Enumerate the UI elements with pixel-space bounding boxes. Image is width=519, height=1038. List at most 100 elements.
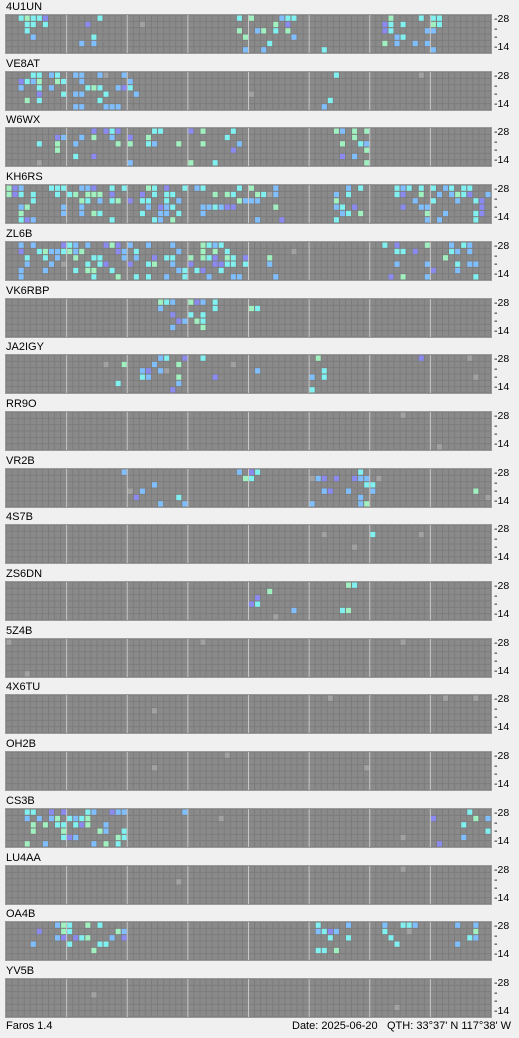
propagation-grid	[5, 184, 492, 225]
station-panel: OA4B -28- - -14	[0, 907, 519, 963]
propagation-grid-cells	[6, 298, 491, 337]
station-callsign: 4S7B	[6, 511, 33, 524]
station-panel: 4S7B -28- - -14	[0, 510, 519, 566]
band-label-14: -14	[494, 381, 510, 394]
propagation-grid	[5, 637, 492, 678]
band-label-28: -28	[494, 409, 510, 422]
propagation-grid-cells	[6, 752, 491, 791]
band-label-14: -14	[494, 891, 510, 904]
band-tick: -	[494, 484, 498, 497]
station-callsign: ZS6DN	[6, 568, 43, 580]
station-callsign: OH2B	[6, 738, 36, 751]
band-label-28: -28	[494, 466, 510, 479]
band-label-14: -14	[494, 664, 510, 677]
band-label-28: -28	[494, 239, 510, 252]
propagation-grid-cells	[6, 922, 491, 961]
station-callsign: KH6RS	[6, 171, 43, 184]
propagation-grid	[5, 921, 492, 962]
band-tick: -	[494, 533, 498, 546]
band-axis: -28- - -14	[494, 977, 519, 1020]
band-label-28: -28	[494, 636, 510, 649]
date-readout: Date: 2025-06-20	[292, 1020, 378, 1032]
propagation-grid-cells	[6, 582, 491, 620]
band-label-14: -14	[494, 154, 510, 167]
propagation-grid	[5, 864, 492, 905]
band-label-14: -14	[494, 948, 510, 961]
propagation-grid-cells	[6, 808, 491, 847]
band-tick: -	[494, 23, 498, 35]
propagation-grid-cells	[6, 978, 491, 1017]
qth-readout: QTH: 33°37' N 117°38' W	[387, 1020, 512, 1032]
band-label-14: -14	[494, 324, 510, 337]
band-tick: -	[494, 427, 498, 440]
propagation-grid	[5, 127, 492, 168]
propagation-grid	[5, 751, 492, 792]
station-callsign: VR2B	[6, 454, 35, 467]
band-tick: -	[494, 590, 498, 602]
station-panel: 5Z4B -28- - -14	[0, 624, 519, 680]
station-callsign: 4U1UN	[6, 1, 43, 13]
band-tick: -	[494, 816, 498, 829]
propagation-grid	[5, 467, 492, 508]
propagation-grid	[5, 14, 492, 54]
band-label-28: -28	[494, 183, 510, 196]
band-tick: -	[494, 79, 498, 92]
band-axis: -28- - -14	[494, 354, 519, 396]
propagation-grid	[5, 70, 492, 111]
propagation-grid-cells	[6, 185, 491, 224]
band-tick: -	[494, 249, 498, 262]
propagation-grid	[5, 240, 492, 281]
band-label-14: -14	[494, 608, 510, 620]
band-tick: -	[494, 31, 498, 43]
propagation-grid	[5, 297, 492, 338]
band-label-28: -28	[494, 920, 510, 933]
band-label-14: -14	[494, 1004, 510, 1017]
propagation-grid-cells	[6, 241, 491, 280]
station-callsign: 4X6TU	[6, 681, 41, 694]
band-label-28: -28	[494, 580, 510, 592]
band-label-14: -14	[494, 778, 510, 791]
station-panel: VK6RBP -28- - -14	[0, 284, 519, 340]
station-panel: LU4AA -28- - -14	[0, 851, 519, 907]
band-tick: -	[494, 930, 498, 943]
band-axis: -28- - -14	[494, 239, 519, 283]
station-callsign: JA2IGY	[6, 341, 44, 354]
band-label-14: -14	[494, 551, 510, 564]
band-tick: -	[494, 144, 498, 157]
band-label-28: -28	[494, 863, 510, 876]
propagation-grid-cells	[6, 411, 491, 450]
station-panel: OH2B -28- - -14	[0, 737, 519, 793]
station-callsign: 5Z4B	[6, 624, 33, 637]
band-axis: -28- - -14	[494, 127, 519, 169]
band-tick: -	[494, 711, 498, 724]
station-panel: VR2B -28- - -14	[0, 454, 519, 510]
band-axis: -28- - -14	[494, 636, 519, 680]
propagation-grid-cells	[6, 468, 491, 507]
band-axis: -28- - -14	[494, 466, 519, 510]
station-panel: KH6RS -28- - -14	[0, 170, 519, 226]
station-panel: CS3B -28- - -14	[0, 794, 519, 850]
propagation-grid-cells	[6, 525, 491, 564]
band-label-14: -14	[494, 721, 510, 734]
band-label-14: -14	[494, 267, 510, 280]
band-tick: -	[494, 201, 498, 214]
propagation-grid	[5, 581, 492, 621]
station-callsign: VE8AT	[6, 57, 41, 70]
propagation-grid-cells	[6, 71, 491, 110]
station-panel: YV5B -28- - -14	[0, 964, 519, 1020]
band-tick: -	[494, 363, 498, 376]
band-tick: -	[494, 419, 498, 432]
band-tick: -	[494, 873, 498, 886]
station-panel: VE8AT -28- - -14	[0, 57, 519, 113]
band-tick: -	[494, 994, 498, 1007]
band-tick: -	[494, 541, 498, 554]
app-version: Faros 1.4	[6, 1020, 53, 1032]
band-tick: -	[494, 314, 498, 327]
station-callsign: OA4B	[6, 908, 36, 921]
station-panel: RR9O -28- - -14	[0, 397, 519, 453]
band-tick: -	[494, 824, 498, 837]
band-tick: -	[494, 881, 498, 894]
station-callsign: YV5B	[6, 964, 35, 977]
station-callsign: CS3B	[6, 794, 35, 807]
band-axis: -28- - -14	[494, 184, 519, 226]
